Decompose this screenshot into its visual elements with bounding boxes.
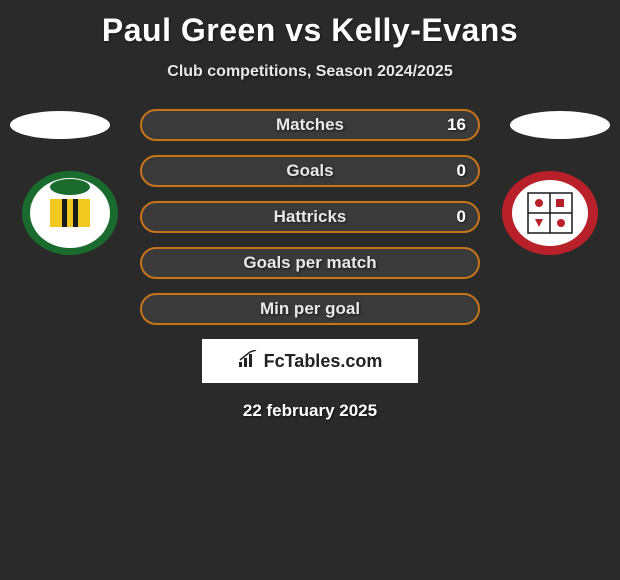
player-photo-right xyxy=(510,111,610,139)
date-text: 22 february 2025 xyxy=(0,401,620,421)
stat-value-right: 16 xyxy=(447,115,466,135)
page-title: Paul Green vs Kelly-Evans xyxy=(0,0,620,49)
stat-label: Goals xyxy=(286,161,333,181)
stat-row-goals: Goals 0 xyxy=(140,155,480,187)
stat-row-matches: Matches 16 xyxy=(140,109,480,141)
stat-row-min-per-goal: Min per goal xyxy=(140,293,480,325)
stat-label: Hattricks xyxy=(274,207,347,227)
branding-box: FcTables.com xyxy=(202,339,418,383)
stat-row-goals-per-match: Goals per match xyxy=(140,247,480,279)
comparison-area: Matches 16 Goals 0 Hattricks 0 Goals per… xyxy=(0,109,620,421)
stat-value-right: 0 xyxy=(457,161,466,181)
stat-label: Min per goal xyxy=(260,299,360,319)
stat-row-hattricks: Hattricks 0 xyxy=(140,201,480,233)
player-photo-left xyxy=(10,111,110,139)
chart-icon xyxy=(238,350,260,373)
stats-list: Matches 16 Goals 0 Hattricks 0 Goals per… xyxy=(140,109,480,325)
stat-label: Goals per match xyxy=(243,253,376,273)
club-badge-left xyxy=(20,169,120,257)
page-subtitle: Club competitions, Season 2024/2025 xyxy=(0,63,620,81)
stat-label: Matches xyxy=(276,115,344,135)
stat-value-right: 0 xyxy=(457,207,466,227)
club-badge-right xyxy=(500,169,600,257)
brand-text: FcTables.com xyxy=(264,351,383,372)
